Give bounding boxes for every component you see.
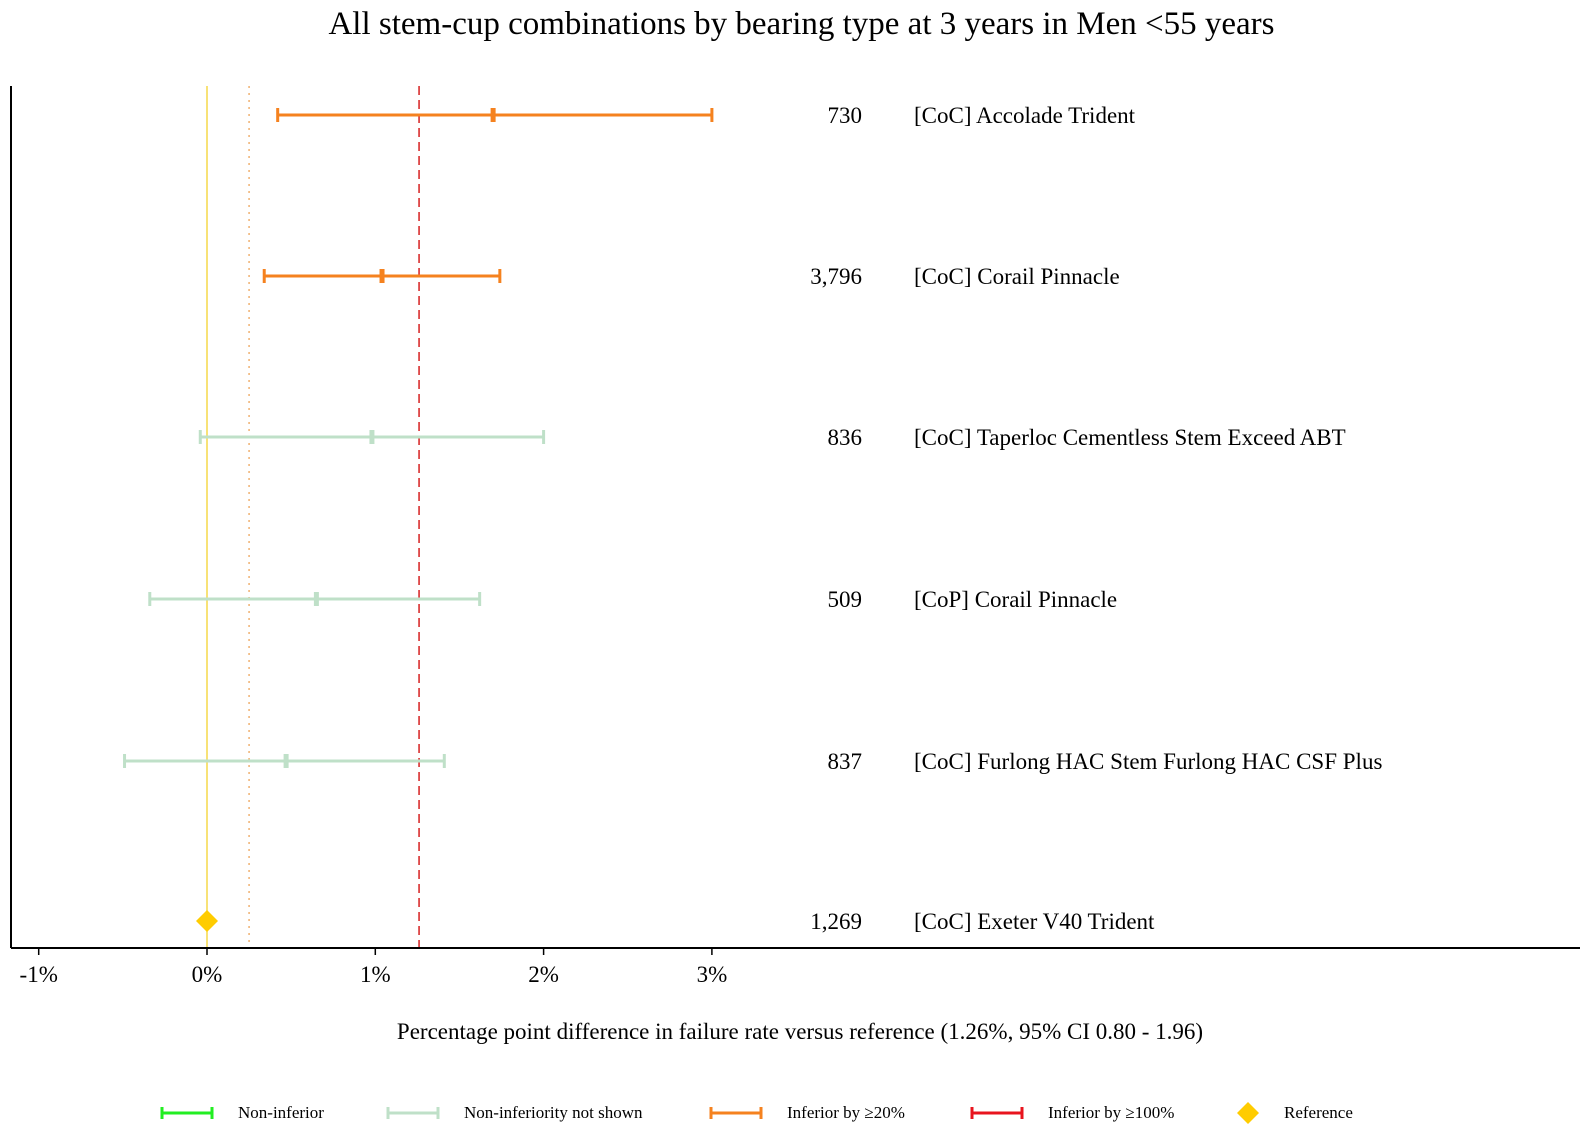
legend-errorbar-icon [386,1107,440,1119]
row-count: 3,796 [810,264,862,289]
legend-diamond-icon [1237,1102,1259,1124]
legend-item-inferior20: Inferior by ≥20% [709,1098,905,1128]
row-label: [CoC] Exeter V40 Trident [914,909,1155,934]
forest-plot: -1% 0% 1% 2% 3% 730 [CoC] Accolade Trident 3,79… [10,86,1580,987]
row-count: 730 [828,103,863,128]
chart-title: All stem-cup combinations by bearing typ… [328,6,1275,42]
x-tick-label: 1% [360,962,391,987]
row-count: 509 [828,587,863,612]
x-tick-label: 3% [697,962,728,987]
x-tick-label: 2% [528,962,559,987]
x-tick-label: 0% [192,962,223,987]
row-label: [CoP] Corail Pinnacle [914,587,1117,612]
row-count: 836 [828,425,863,450]
legend-label: Non-inferior [238,1103,324,1122]
row-label: [CoC] Corail Pinnacle [914,264,1120,289]
row-count: 1,269 [810,909,862,934]
row-label: [CoC] Accolade Trident [914,103,1136,128]
reference-diamond [196,910,218,932]
legend-item-noninferior: Non-inferior [160,1098,324,1128]
x-tick-label: -1% [20,962,58,987]
legend-label: Reference [1284,1103,1353,1122]
legend-errorbar-icon [160,1107,214,1119]
legend-label: Inferior by ≥100% [1048,1103,1175,1122]
row-label: [CoC] Taperloc Cementless Stem Exceed AB… [914,425,1346,450]
legend-errorbar-icon [970,1107,1024,1119]
legend-item-reference: Reference [1236,1098,1353,1128]
legend-item-inferior100: Inferior by ≥100% [970,1098,1174,1128]
legend-label: Inferior by ≥20% [787,1103,905,1122]
x-axis-label: Percentage point difference in failure r… [396,1019,1204,1044]
legend-errorbar-icon [709,1107,763,1119]
row-label: [CoC] Furlong HAC Stem Furlong HAC CSF P… [914,749,1382,774]
row-count: 837 [828,749,863,774]
legend-label: Non-inferiority not shown [464,1103,643,1122]
legend-item-not_shown: Non-inferiority not shown [386,1098,642,1128]
legend: Non-inferior Non-inferiority not shown Inf… [0,1098,1580,1128]
